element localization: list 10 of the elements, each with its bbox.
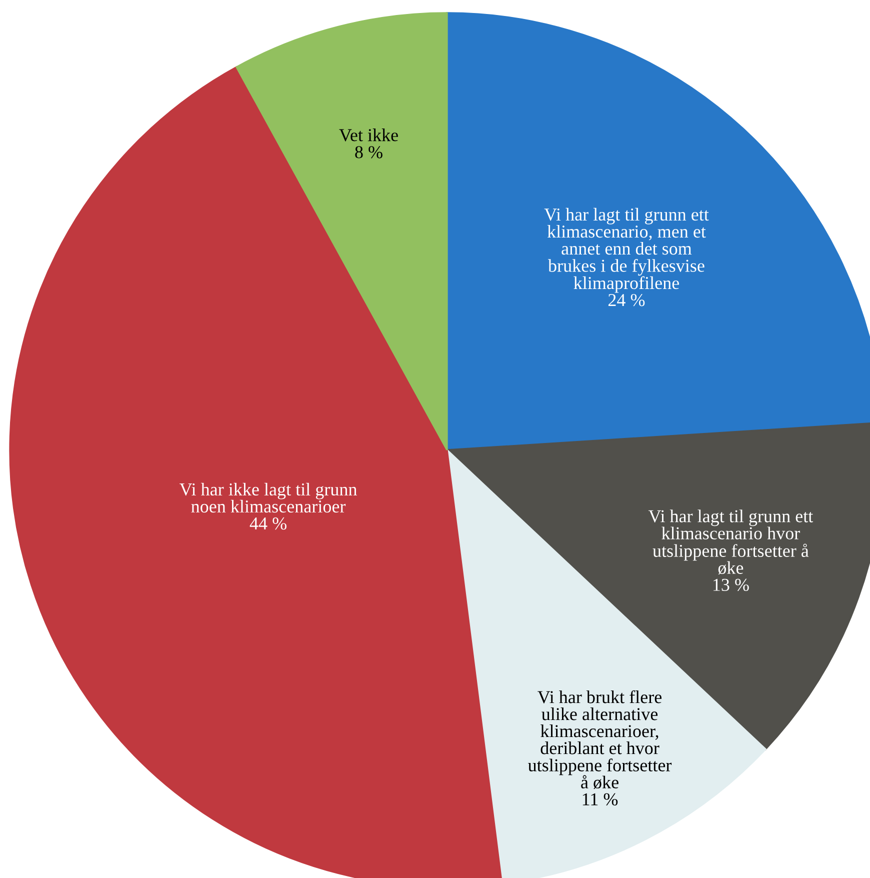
slice-label: Vi har lagt til grunn ett klimascenario hvor utslippene fortsetter å øke — [648, 510, 814, 575]
data-label: 13 % — [713, 578, 749, 592]
data-label: 44 % — [250, 517, 286, 530]
slice-label: Vi har brukt flere ulike alternative klimascenarioer, deriblant et hvor utslippene fortsetter å øke — [528, 690, 672, 789]
slice-label: Vet ikke — [339, 128, 398, 142]
data-label: 11 % — [582, 793, 618, 806]
slice-label: Vi har lagt til grunn ett klimascenario, men et annet enn det som brukes i de fylkesvise klimaprofilene — [544, 208, 709, 293]
slice-label: Vi har ikke lagt til grunn noen klimascenarioer — [180, 482, 357, 513]
data-label: 8 % — [355, 146, 382, 158]
data-label: 24 % — [608, 294, 645, 306]
